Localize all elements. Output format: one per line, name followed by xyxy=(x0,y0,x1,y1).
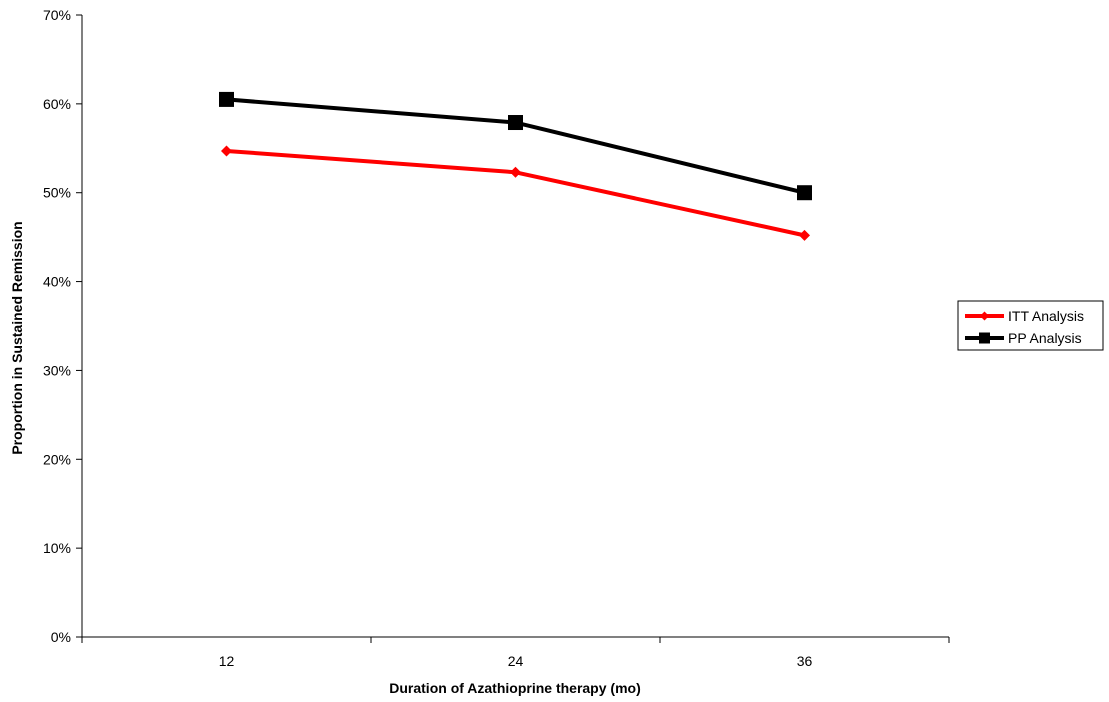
data-point xyxy=(799,229,810,241)
y-tick-label: 70% xyxy=(43,7,71,23)
y-axis-title: Proportion in Sustained Remission xyxy=(9,221,25,454)
legend-swatch-marker xyxy=(979,332,990,344)
legend-entry: PP Analysis xyxy=(965,330,1082,346)
legend-label: PP Analysis xyxy=(1008,330,1082,346)
x-tick-label: 36 xyxy=(797,653,813,669)
x-axis-title: Duration of Azathioprine therapy (mo) xyxy=(389,680,640,696)
x-tick-label: 12 xyxy=(219,653,235,669)
data-point xyxy=(508,115,523,131)
legend-swatch-marker xyxy=(980,311,989,321)
legend-entry: ITT Analysis xyxy=(965,308,1084,324)
series-2 xyxy=(219,91,812,201)
series-layer xyxy=(219,91,812,241)
data-point xyxy=(797,185,812,201)
y-tick-label: 40% xyxy=(43,274,71,290)
series-1 xyxy=(221,145,810,241)
y-tick-label: 60% xyxy=(43,96,71,112)
x-tick-label: 24 xyxy=(508,653,524,669)
legend: ITT Analysis PP Analysis xyxy=(957,300,1104,351)
series-line xyxy=(226,148,805,238)
y-tick-labels: 0% 10% 20% 30% 40% 50% 60% 70% xyxy=(43,7,71,645)
y-tick-label: 30% xyxy=(43,362,71,378)
y-tick-label: 0% xyxy=(51,629,71,645)
legend-label: ITT Analysis xyxy=(1008,308,1084,324)
data-point xyxy=(221,145,232,157)
data-point xyxy=(510,166,521,178)
y-tick-label: 50% xyxy=(43,185,71,201)
series-line xyxy=(226,97,805,195)
data-point xyxy=(219,91,234,107)
x-tick-labels: 12 24 36 xyxy=(219,653,813,669)
axes xyxy=(76,14,950,643)
y-tick-label: 20% xyxy=(43,451,71,467)
y-tick-label: 10% xyxy=(43,540,71,556)
